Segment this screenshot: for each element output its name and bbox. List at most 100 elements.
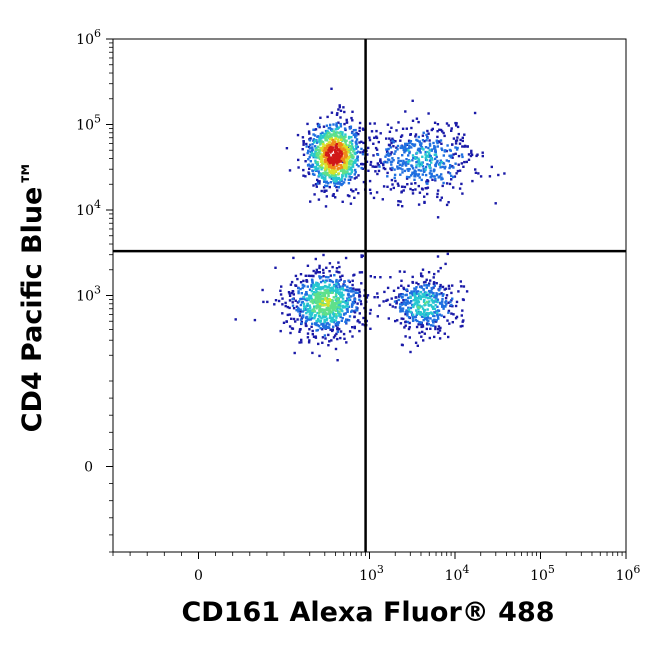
event-dot bbox=[307, 130, 311, 133]
event-dot bbox=[399, 310, 402, 313]
event-dot bbox=[461, 136, 464, 139]
event-dot bbox=[343, 122, 346, 126]
event-dot bbox=[415, 164, 418, 167]
event-dot bbox=[413, 292, 416, 295]
event-dot bbox=[421, 173, 424, 176]
event-dot bbox=[334, 301, 337, 305]
event-dot bbox=[315, 141, 319, 144]
event-dot bbox=[423, 201, 426, 204]
event-dot bbox=[305, 293, 308, 296]
event-dot bbox=[329, 161, 333, 164]
event-dot bbox=[456, 136, 459, 139]
event-dot bbox=[329, 274, 332, 277]
event-dot bbox=[393, 300, 397, 303]
event-dot bbox=[341, 172, 345, 175]
event-dot bbox=[305, 145, 308, 148]
event-dot bbox=[234, 318, 237, 321]
event-dot bbox=[325, 279, 328, 282]
event-dot bbox=[300, 341, 303, 344]
event-dot bbox=[447, 301, 450, 304]
event-dot bbox=[297, 310, 300, 313]
event-dot bbox=[469, 154, 473, 158]
event-dot bbox=[317, 324, 321, 328]
event-dot bbox=[443, 288, 446, 291]
event-dot bbox=[408, 326, 411, 329]
event-dot bbox=[336, 281, 339, 284]
event-dot bbox=[414, 315, 418, 318]
event-dot bbox=[314, 165, 317, 169]
event-dot bbox=[316, 161, 319, 164]
event-dot bbox=[330, 302, 334, 305]
event-dot bbox=[307, 158, 310, 161]
event-dot bbox=[322, 326, 325, 329]
event-dot bbox=[402, 301, 406, 304]
event-dot bbox=[448, 322, 451, 325]
event-dot bbox=[334, 137, 337, 140]
event-dot bbox=[418, 176, 421, 179]
event-dot bbox=[311, 164, 315, 167]
event-dot bbox=[357, 133, 360, 136]
event-dot bbox=[454, 142, 458, 145]
event-dot bbox=[339, 288, 342, 291]
event-dot bbox=[390, 141, 393, 145]
event-dot bbox=[305, 297, 309, 300]
event-dot bbox=[340, 143, 344, 147]
event-dot bbox=[424, 150, 427, 154]
event-dot bbox=[336, 270, 340, 274]
event-dot bbox=[443, 167, 446, 170]
event-dot bbox=[389, 167, 392, 170]
event-dot bbox=[350, 131, 354, 135]
event-dot bbox=[395, 301, 398, 305]
event-dot bbox=[331, 316, 334, 320]
event-dot bbox=[372, 154, 375, 157]
event-dot bbox=[338, 151, 341, 154]
event-dot bbox=[365, 160, 369, 163]
event-dot bbox=[369, 308, 372, 312]
event-dot bbox=[287, 291, 291, 294]
event-dot bbox=[306, 309, 309, 312]
event-dot bbox=[433, 307, 437, 311]
event-dot bbox=[331, 146, 334, 149]
event-dot bbox=[365, 296, 369, 299]
event-dot bbox=[434, 157, 437, 161]
event-dot bbox=[353, 133, 356, 136]
event-dot bbox=[354, 159, 357, 163]
event-dot bbox=[308, 143, 312, 147]
event-dot bbox=[329, 181, 333, 184]
event-dot bbox=[431, 294, 435, 297]
event-dot bbox=[407, 146, 411, 150]
event-dot bbox=[423, 169, 426, 172]
event-dot bbox=[407, 139, 411, 142]
event-dot bbox=[334, 146, 337, 149]
event-dot bbox=[481, 154, 484, 158]
event-dot bbox=[354, 168, 357, 172]
event-dot bbox=[312, 133, 315, 136]
event-dot bbox=[335, 316, 338, 319]
event-dot bbox=[308, 339, 311, 342]
event-dot bbox=[363, 149, 366, 152]
event-dot bbox=[331, 169, 334, 172]
event-dot bbox=[332, 303, 335, 306]
event-dot bbox=[325, 195, 328, 198]
event-dot bbox=[357, 174, 360, 177]
event-dot bbox=[351, 110, 354, 113]
event-dot bbox=[403, 185, 407, 189]
event-dot bbox=[409, 310, 412, 314]
event-dot bbox=[449, 300, 452, 304]
event-dot bbox=[300, 322, 303, 325]
event-dot bbox=[471, 179, 474, 183]
event-dot bbox=[422, 288, 425, 291]
event-dot bbox=[437, 309, 440, 312]
event-dot bbox=[431, 312, 434, 316]
event-dot bbox=[326, 312, 330, 316]
event-dot bbox=[308, 316, 311, 319]
event-dot bbox=[332, 132, 335, 136]
event-dot bbox=[328, 289, 331, 292]
event-dot bbox=[308, 313, 311, 316]
event-dot bbox=[438, 329, 442, 332]
event-dot bbox=[329, 305, 333, 308]
event-dot bbox=[335, 298, 338, 301]
y-tick-label: 0 bbox=[84, 460, 93, 476]
event-dot bbox=[346, 158, 349, 161]
event-dot bbox=[355, 140, 358, 143]
